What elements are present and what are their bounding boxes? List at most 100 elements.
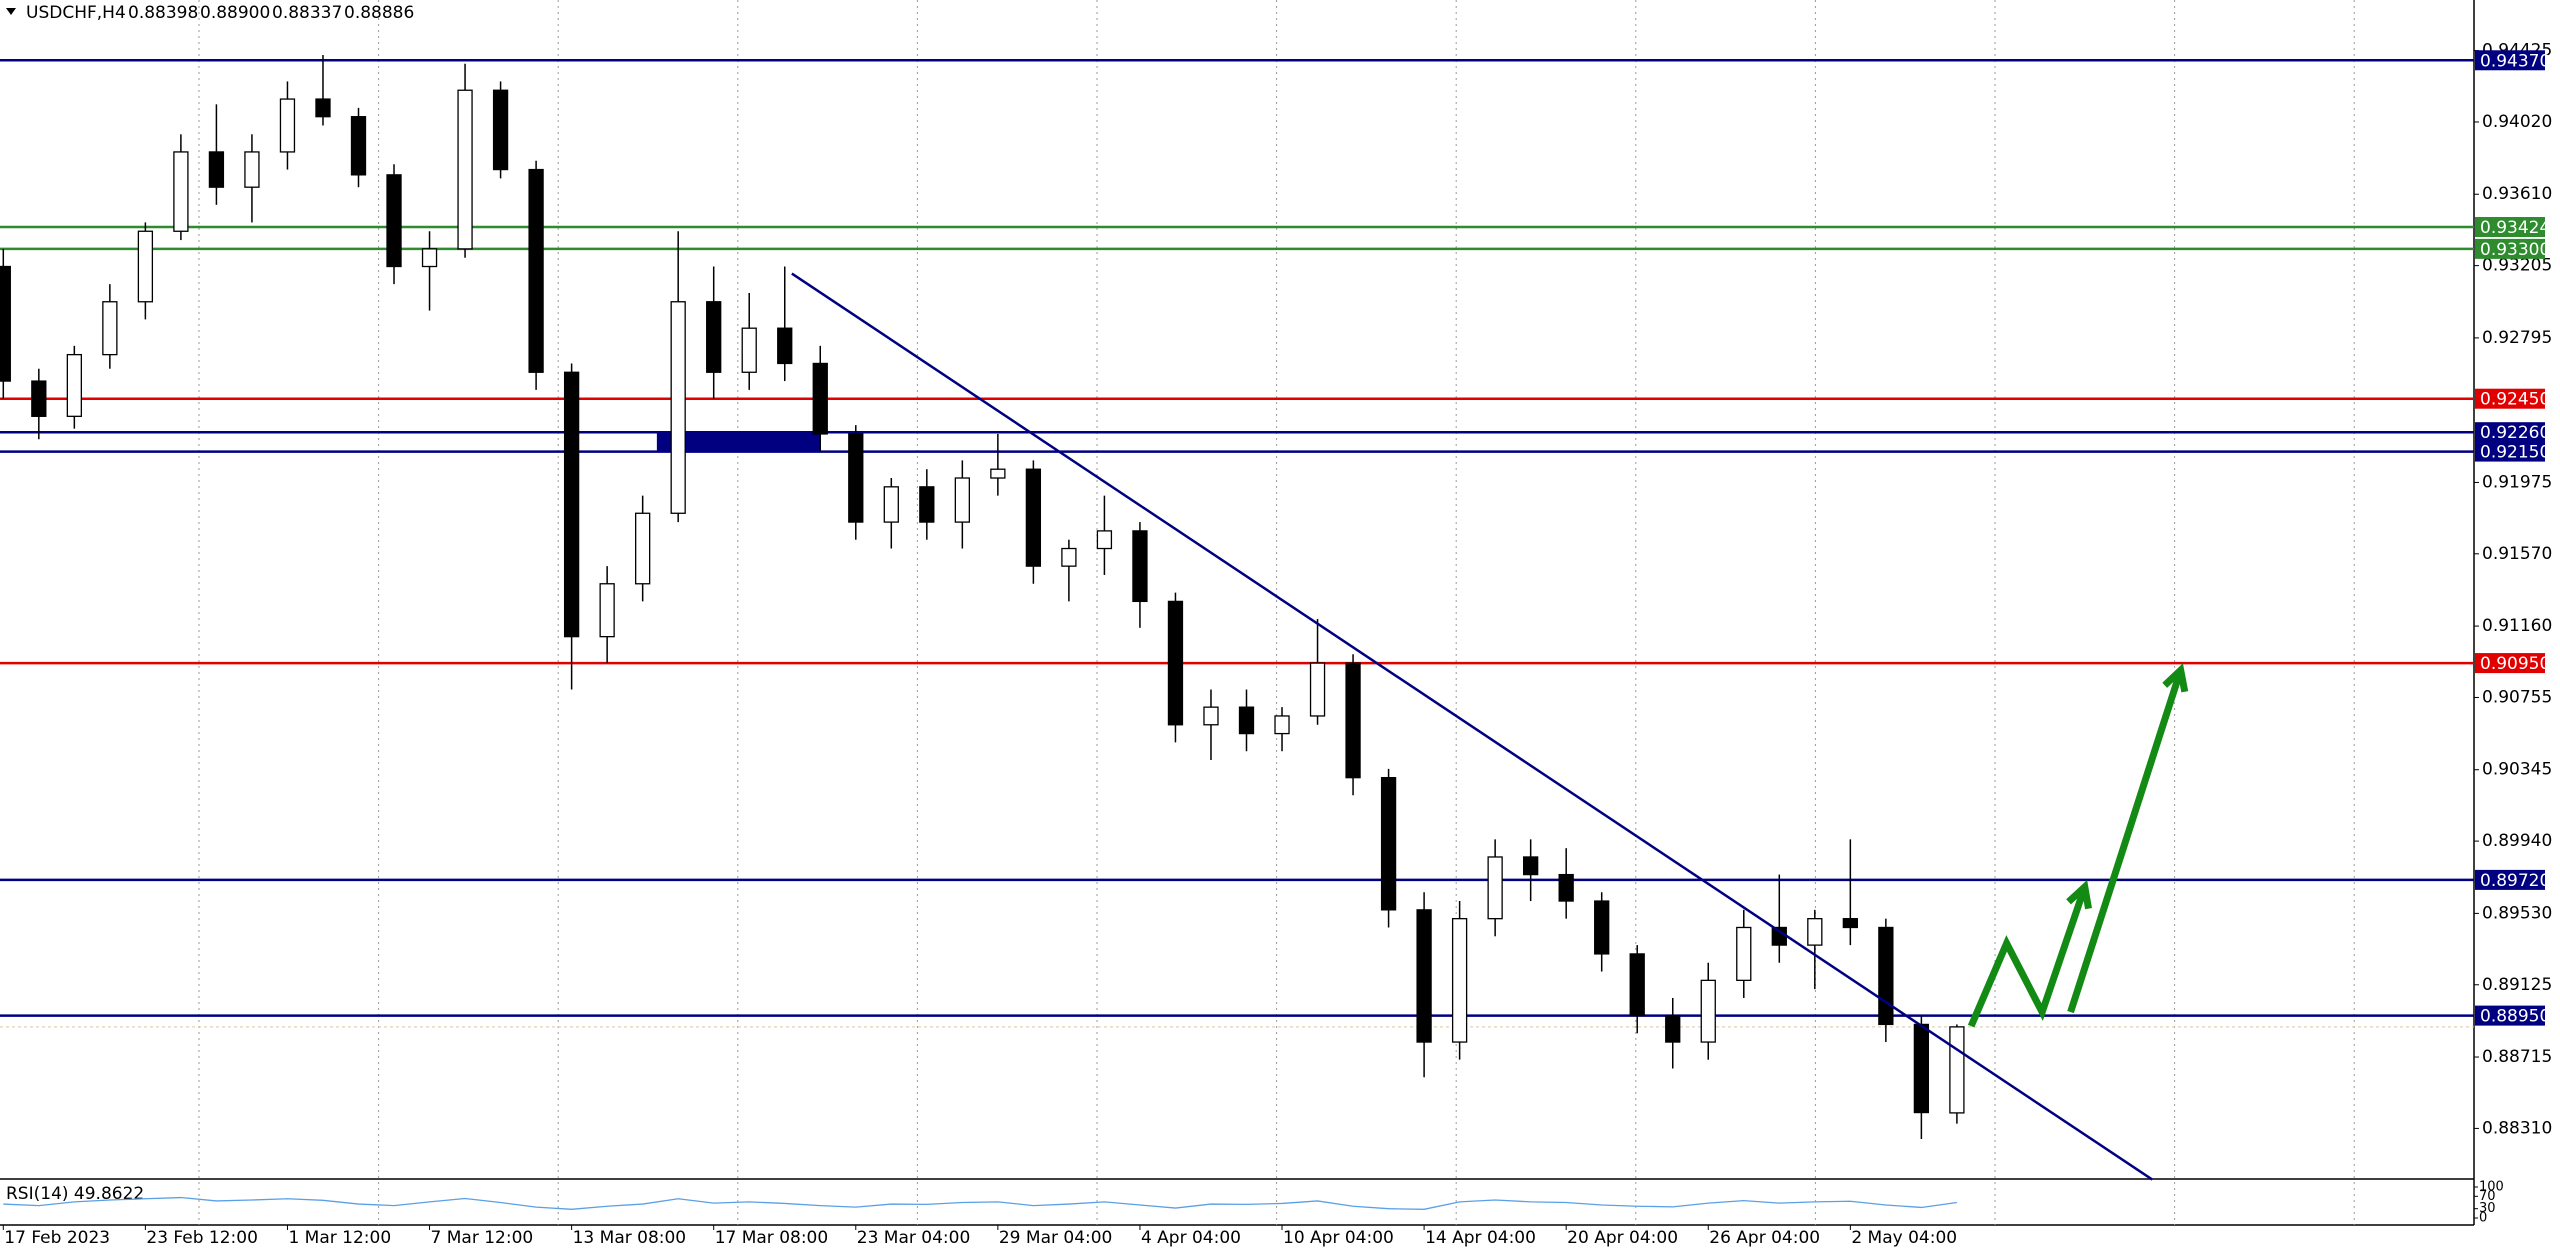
level-label-box <box>2475 1005 2545 1026</box>
candle-body <box>173 151 189 232</box>
candle-body <box>883 486 899 523</box>
candle-body <box>1167 600 1184 726</box>
x-tick-label: 17 Feb 2023 <box>4 1228 110 1248</box>
arrow-head <box>2066 880 2092 910</box>
candle-body <box>1132 530 1148 603</box>
candle-body <box>386 174 402 268</box>
level-label-box <box>2475 217 2545 238</box>
zone <box>656 432 821 452</box>
y-tick-label: 0.93205 <box>2482 256 2552 276</box>
y-tick-label: 0.89125 <box>2482 975 2552 995</box>
level-label: 0.92150 <box>2480 443 2550 463</box>
level-label: 0.89720 <box>2480 871 2550 891</box>
x-tick-label: 7 Mar 12:00 <box>431 1228 534 1248</box>
rsi-tick-label: 30 <box>2479 1201 2496 1216</box>
candle-body <box>670 301 686 514</box>
candle-body <box>599 583 615 638</box>
candle-body <box>1949 1026 1965 1114</box>
candle-body <box>635 512 651 585</box>
candle-body <box>1665 1014 1681 1043</box>
y-tick-label: 0.88310 <box>2482 1118 2552 1138</box>
level-label: 0.94370 <box>2480 51 2550 71</box>
header-value: 0.88886 <box>344 3 414 23</box>
level-label: 0.92450 <box>2480 390 2550 410</box>
candle-body <box>706 301 722 373</box>
candle-body <box>66 353 82 417</box>
candle-body <box>137 230 154 303</box>
candle-body <box>1416 909 1432 1043</box>
rsi-tick-label: 100 <box>2479 1180 2504 1195</box>
y-tick-label: 0.92795 <box>2482 328 2552 348</box>
candle-body <box>421 248 438 268</box>
x-tick-label: 26 Apr 04:00 <box>1709 1228 1820 1248</box>
candle-body <box>350 116 367 176</box>
y-tick-label: 0.94020 <box>2482 112 2552 132</box>
level-label-box <box>2475 388 2545 409</box>
candle-body <box>1700 979 1716 1043</box>
level-label-box <box>2475 238 2545 259</box>
rsi-tick-label: 70 <box>2479 1189 2496 1204</box>
candle-body <box>1878 926 1894 1026</box>
y-tick-label: 0.89940 <box>2482 831 2552 851</box>
header-value: 0.88337 <box>272 3 342 23</box>
x-tick-label: 23 Mar 04:00 <box>857 1228 971 1248</box>
arrow-head <box>2162 663 2189 693</box>
candle-body <box>563 371 580 638</box>
y-tick-label: 0.93610 <box>2482 184 2552 204</box>
level-label-box <box>2475 869 2545 890</box>
candle-body <box>102 301 118 356</box>
candle-body <box>1807 918 1823 946</box>
candle-body <box>1096 530 1113 550</box>
candle-body <box>1238 706 1255 735</box>
candle-body <box>1629 953 1645 1017</box>
header-value: 0.88398 <box>128 3 198 23</box>
candle-body <box>1523 856 1539 876</box>
candle-body <box>1913 1023 1930 1114</box>
candle-body <box>1451 918 1468 1043</box>
level-label: 0.92260 <box>2480 423 2550 443</box>
x-tick-label: 10 Apr 04:00 <box>1283 1228 1394 1248</box>
candle-body <box>457 89 473 250</box>
trendline <box>791 272 2153 1181</box>
menu-triangle[interactable] <box>6 8 16 15</box>
candle-body <box>741 327 757 373</box>
level-label-box <box>2475 50 2545 71</box>
candle-body <box>315 98 331 118</box>
arrow <box>2067 669 2185 1014</box>
candle-body <box>1736 926 1752 982</box>
candle-body <box>1061 547 1077 567</box>
candle-body <box>1274 715 1290 735</box>
candle-body <box>1203 706 1219 726</box>
level-label-box <box>2475 422 2545 443</box>
x-tick-label: 23 Feb 12:00 <box>146 1228 258 1248</box>
candle-body <box>0 265 11 382</box>
x-tick-label: 1 Mar 12:00 <box>288 1228 391 1248</box>
candle-body <box>812 362 828 435</box>
candle-body <box>1487 856 1503 920</box>
x-tick-label: 4 Apr 04:00 <box>1141 1228 1241 1248</box>
level-label: 0.93424 <box>2480 218 2550 238</box>
y-tick-label: 0.91160 <box>2482 616 2552 636</box>
candle-body <box>1594 900 1610 955</box>
candle-body <box>954 477 970 523</box>
x-tick-label: 17 Mar 08:00 <box>715 1228 829 1248</box>
candle-body <box>1025 468 1042 567</box>
candle-body <box>1309 662 1326 717</box>
candle-body <box>777 327 793 365</box>
y-tick-label: 0.91975 <box>2482 472 2552 492</box>
candle-body <box>1842 918 1858 929</box>
rsi-line <box>3 1196 1957 1210</box>
symbol: USDCHF,H4 <box>26 3 126 23</box>
candle-body <box>1345 662 1361 779</box>
level-label-box <box>2475 653 2545 674</box>
x-tick-label: 13 Mar 08:00 <box>573 1228 687 1248</box>
candle-body <box>1558 873 1574 902</box>
candle-body <box>279 98 296 153</box>
candle-body <box>244 151 260 188</box>
candle-body <box>990 468 1006 479</box>
candle-body <box>1380 777 1397 911</box>
rsi-tick-label: 0 <box>2479 1211 2487 1226</box>
candle-body <box>31 380 47 417</box>
